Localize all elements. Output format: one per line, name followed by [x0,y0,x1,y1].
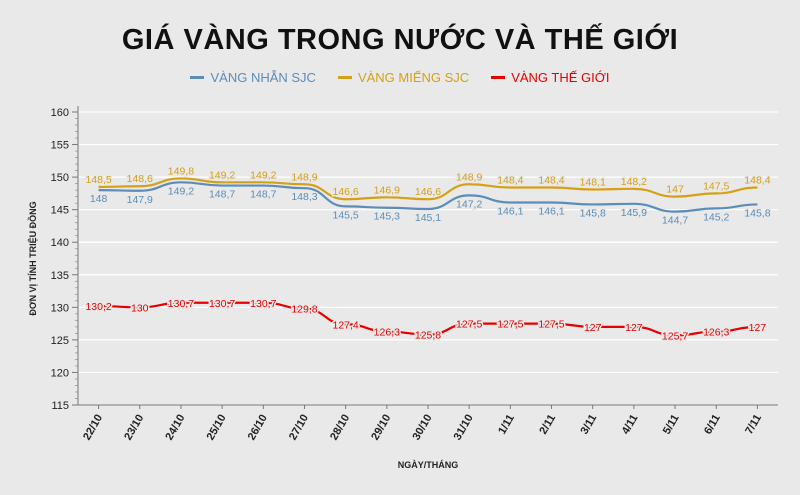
data-label: 148,9 [456,171,482,183]
data-label: 127,5 [538,319,564,331]
legend-swatch [337,76,352,79]
data-label: 148,7 [250,189,276,201]
x-tick-label: 31/10 [452,413,476,443]
data-label: 145,2 [703,211,729,223]
data-label: 125,7 [662,330,688,342]
x-tick-label: 1/11 [496,413,517,437]
data-label: 145,8 [580,207,606,219]
data-label: 127,5 [497,319,523,331]
data-label: 126,3 [703,326,729,338]
legend-entry: VÀNG MIẾNG SJC [337,70,470,85]
y-tick-label: 155 [51,140,69,152]
y-tick-label: 150 [51,172,69,184]
data-label: 130,7 [168,298,194,310]
data-label: 130 [131,302,149,314]
x-tick-label: 4/11 [620,413,641,437]
data-label: 145,5 [333,209,359,221]
data-label: 130,7 [250,298,276,310]
data-label: 127 [625,322,643,334]
data-label: 147 [666,184,684,196]
y-tick-label: 145 [51,205,69,217]
data-label: 148,4 [744,175,770,187]
legend-swatch [190,76,205,79]
data-label: 149,2 [168,185,194,197]
y-tick-label: 135 [51,270,69,282]
y-tick-label: 125 [51,335,69,347]
data-label: 144,7 [662,215,688,227]
data-label: 149,8 [168,165,194,177]
x-tick-label: 24/10 [163,413,187,443]
x-tick-label: 3/11 [579,413,600,437]
data-label: 149,2 [250,169,276,181]
data-label: 129,8 [291,304,317,316]
data-label: 148,4 [497,175,523,187]
data-label: 148,7 [209,189,235,201]
data-label: 146,1 [497,206,523,218]
data-label: 126,3 [374,326,400,338]
data-label: 146,6 [333,186,359,198]
x-tick-label: 25/10 [205,413,229,443]
data-label: 145,9 [621,207,647,219]
data-label: 125,8 [415,330,441,342]
x-tick-label: 29/10 [369,413,393,443]
data-label: 127,4 [333,319,359,331]
data-label: 149,2 [209,169,235,181]
data-label: 147,5 [703,180,729,192]
x-tick-label: 5/11 [661,413,682,437]
data-label: 148,4 [538,175,564,187]
y-tick-label: 140 [51,237,69,249]
x-tick-label: 27/10 [287,413,311,443]
y-tick-label: 160 [51,107,69,119]
data-label: 148 [90,193,108,205]
x-tick-label: 2/11 [537,413,558,437]
legend-label: VÀNG NHẪN SJC [210,70,316,85]
chart-title: GIÁ VÀNG TRONG NƯỚC VÀ THẾ GIỚI [121,24,679,56]
y-tick-label: 130 [51,302,69,314]
x-tick-label: 28/10 [328,413,352,443]
x-axis-title: NGÀY/THÁNG [398,460,459,470]
data-label: 146,1 [538,206,564,218]
y-tick-label: 115 [51,400,69,412]
x-tick-label: 6/11 [702,413,723,437]
data-label: 146,6 [415,186,441,198]
legend-label: VÀNG THẾ GIỚI [511,70,610,85]
y-axis-title: ĐƠN VỊ TÍNH TRIỆU ĐỒNG [27,201,38,315]
data-label: 148,2 [621,176,647,188]
legend-entry: VÀNG THẾ GIỚI [491,70,610,85]
data-label: 127 [584,322,602,334]
data-label: 127 [749,322,767,334]
legend-label: VÀNG MIẾNG SJC [357,70,470,85]
data-label: 130,7 [209,298,235,310]
data-label: 130,2 [85,301,111,313]
data-label: 145,1 [415,212,441,224]
legend-entry: VÀNG NHẪN SJC [190,70,316,85]
legend-swatch [491,76,506,79]
x-tick-label: 26/10 [246,413,270,443]
data-label: 148,9 [291,171,317,183]
data-label: 148,5 [85,174,111,186]
y-tick-label: 120 [51,367,69,379]
x-tick-label: 7/11 [743,413,764,437]
data-label: 147,2 [456,198,482,210]
data-label: 148,6 [127,173,153,185]
x-tick-label: 23/10 [122,413,146,443]
chart-legend: VÀNG NHẪN SJC VÀNG MIẾNG SJC VÀNG THẾ GIỚI [0,70,800,85]
data-label: 147,9 [127,194,153,206]
data-label: 145,8 [744,207,770,219]
data-label: 148,3 [291,191,317,203]
data-label: 146,9 [374,184,400,196]
data-label: 148,1 [580,176,606,188]
data-label: 145,3 [374,211,400,223]
x-tick-label: 22/10 [81,413,105,443]
x-tick-label: 30/10 [410,413,434,443]
data-label: 127,5 [456,319,482,331]
